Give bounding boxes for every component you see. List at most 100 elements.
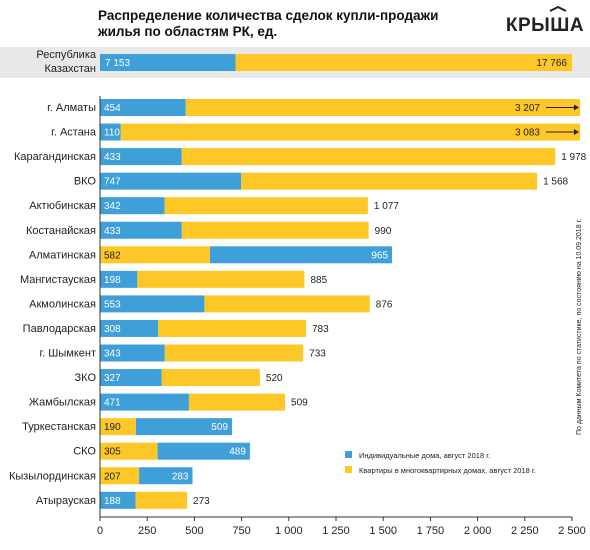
houses-value: 509 xyxy=(211,422,228,433)
houses-value: 110 xyxy=(104,128,120,139)
x-tick-label: 1 750 xyxy=(417,525,445,537)
houses-bar xyxy=(100,148,182,166)
houses-value: 433 xyxy=(104,226,121,237)
houses-value: 308 xyxy=(104,324,121,335)
houses-bar xyxy=(100,344,165,362)
houses-bar xyxy=(100,99,186,116)
chart-title: Распределение количества сделок купли-пр… xyxy=(98,8,478,40)
houses-bar xyxy=(100,270,138,288)
apartments-value: 190 xyxy=(104,422,121,433)
x-tick-label: 500 xyxy=(185,525,203,537)
apartments-value: 990 xyxy=(375,226,392,237)
row-label: г. Астана xyxy=(51,127,97,139)
apartments-value: 305 xyxy=(104,447,121,458)
houses-bar xyxy=(209,246,393,264)
row-label: г. Шымкент xyxy=(40,348,97,360)
row-label: Кызылординская xyxy=(9,470,96,482)
apartments-value: 3 207 xyxy=(515,103,540,114)
apartments-bar xyxy=(158,319,306,337)
houses-value: 471 xyxy=(104,398,121,409)
houses-bar xyxy=(100,172,242,190)
houses-value: 965 xyxy=(371,250,388,261)
row-label: Алматинская xyxy=(29,249,96,261)
apartments-bar xyxy=(181,221,369,239)
row-label: г. Алматы xyxy=(47,102,96,114)
houses-bar xyxy=(100,221,182,239)
apartments-bar xyxy=(181,148,556,166)
chart-title-line-2: жилья по областям РК, ед. xyxy=(98,24,278,39)
chart-title-line-1: Распределение количества сделок купли-пр… xyxy=(98,8,439,23)
apartments-value: 885 xyxy=(310,275,327,286)
houses-bar xyxy=(100,123,121,141)
houses-bar xyxy=(135,418,232,436)
houses-value: 454 xyxy=(104,103,121,114)
houses-bar xyxy=(157,442,250,460)
x-tick-label: 1 250 xyxy=(322,525,350,537)
apartments-bar xyxy=(188,393,286,411)
apartments-bar xyxy=(120,123,580,141)
apartments-value: 3 083 xyxy=(515,128,540,139)
row-label: Карагандинская xyxy=(14,151,96,163)
total-apartments-value: 17 766 xyxy=(536,58,567,69)
apartments-value: 509 xyxy=(291,398,308,409)
apartments-value: 273 xyxy=(193,496,210,507)
apartments-bar xyxy=(135,491,188,509)
apartments-value: 582 xyxy=(104,250,121,261)
overflow-arrow-icon xyxy=(574,129,579,136)
houses-value: 489 xyxy=(229,447,246,458)
apartments-bar xyxy=(241,172,538,190)
houses-bar xyxy=(100,393,189,411)
x-tick-label: 1 500 xyxy=(369,525,397,537)
kryscha-logo: КРЫША xyxy=(506,6,584,36)
source-note-text: По данным Комитета по статистике, по сос… xyxy=(576,218,583,435)
total-label-line-2: Казахстан xyxy=(44,63,96,75)
x-tick-label: 750 xyxy=(232,525,250,537)
row-label: Атырауская xyxy=(36,495,96,507)
apartments-bar xyxy=(164,197,368,215)
houses-value: 343 xyxy=(104,349,121,360)
row-label: ЗКО xyxy=(75,372,97,384)
apartments-bar xyxy=(164,344,304,362)
row-label: Павлодарская xyxy=(23,323,96,335)
row-label: Акмолинская xyxy=(29,298,96,310)
x-tick-label: 250 xyxy=(138,525,156,537)
logo-text: КРЫША xyxy=(506,15,584,36)
apartments-value: 783 xyxy=(312,324,329,335)
apartments-value: 876 xyxy=(376,299,393,310)
row-label: Актюбинская xyxy=(29,200,96,212)
apartments-value: 733 xyxy=(309,349,326,360)
roof-icon xyxy=(549,6,567,12)
apartments-bar xyxy=(137,270,305,288)
houses-bar xyxy=(100,319,159,337)
apartments-value: 520 xyxy=(266,373,283,384)
apartments-bar xyxy=(161,369,260,387)
houses-bar xyxy=(139,467,193,485)
apartments-value: 207 xyxy=(104,471,121,482)
apartments-bar xyxy=(185,99,580,116)
row-label: Туркестанская xyxy=(22,421,96,433)
apartments-bar xyxy=(100,467,140,485)
houses-value: 327 xyxy=(104,373,121,384)
houses-bar xyxy=(100,197,165,215)
source-note: По данным Комитета по статистике, по сос… xyxy=(576,195,590,435)
row-label: СКО xyxy=(73,446,96,458)
legend-houses-swatch xyxy=(345,451,352,458)
houses-value: 188 xyxy=(104,496,121,507)
x-tick-label: 1 000 xyxy=(275,525,303,537)
x-tick-label: 0 xyxy=(97,525,103,537)
x-tick-label: 2 000 xyxy=(464,525,492,537)
x-tick-label: 2 250 xyxy=(511,525,539,537)
apartments-bar xyxy=(100,442,158,460)
x-tick-label: 2 500 xyxy=(558,525,586,537)
houses-bar xyxy=(100,491,136,509)
legend-apartments-label: Квартиры в многоквартирных домах, август… xyxy=(359,466,536,475)
row-label: Костанайская xyxy=(26,225,96,237)
houses-bar xyxy=(100,369,162,387)
houses-value: 283 xyxy=(172,471,189,482)
apartments-bar xyxy=(204,295,370,313)
houses-value: 198 xyxy=(104,275,121,286)
apartments-bar xyxy=(100,246,210,264)
total-houses-bar xyxy=(100,54,236,71)
houses-value: 433 xyxy=(104,152,121,163)
